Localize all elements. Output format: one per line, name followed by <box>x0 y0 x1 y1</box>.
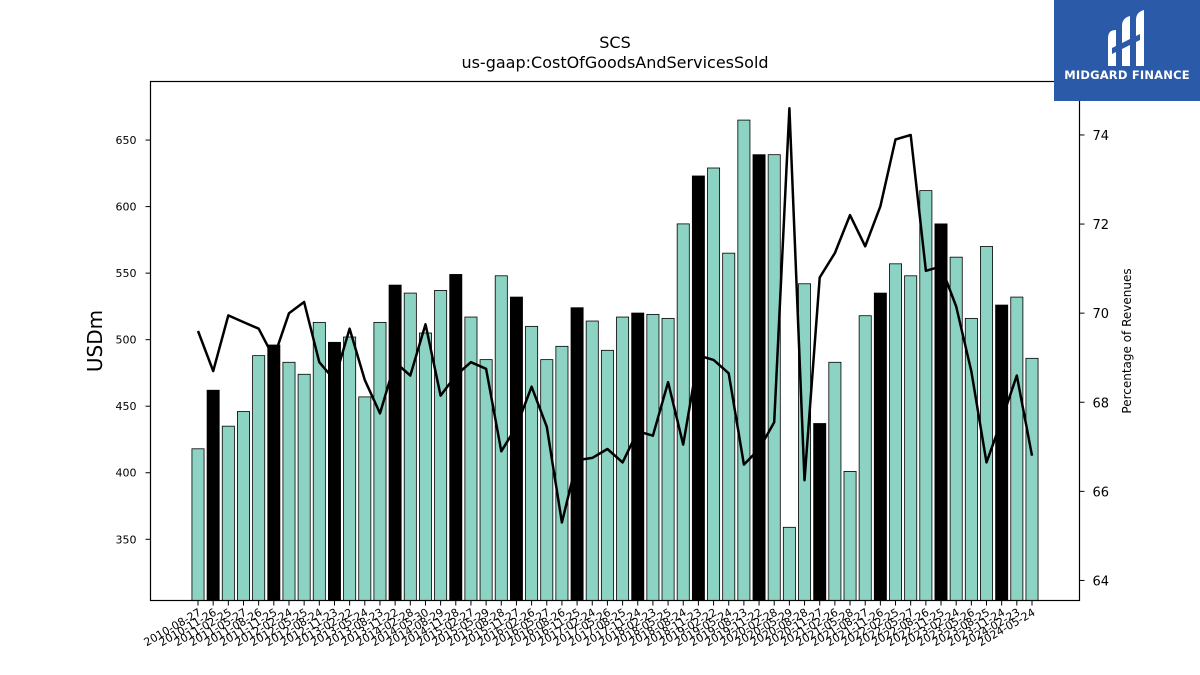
y-axis-right: 64 66 68 70 72 74 <box>1079 129 1110 589</box>
bar-2023-11-24 <box>995 304 1009 601</box>
bar-2014-05-30 <box>418 332 432 601</box>
y-tick-label: 500 <box>116 334 137 347</box>
y2-tick-label: 72 <box>1093 218 1110 233</box>
bar-2016-05-27 <box>540 359 554 601</box>
midgard-logo-icon <box>1108 10 1144 66</box>
y-tick-label: 350 <box>116 533 137 546</box>
bar-2022-08-26 <box>919 190 933 601</box>
bar-2021-11-26 <box>873 292 887 601</box>
y2-tick-label: 70 <box>1093 307 1110 322</box>
brand-logo: MIDGARD FINANCE <box>1054 0 1200 101</box>
brand-name: MIDGARD FINANCE <box>1064 68 1190 82</box>
bar-2017-02-24 <box>585 320 599 601</box>
y2-axis-label: Percentage of Revenues <box>1120 268 1134 413</box>
bar-2020-02-28 <box>767 154 781 601</box>
bar-2019-05-24 <box>722 252 736 601</box>
plot-frame <box>149 80 1081 602</box>
bar-2011-11-25 <box>267 344 281 601</box>
y-axis-left: 350 400 450 500 550 600 650 <box>116 134 151 546</box>
y-tick-label: 600 <box>116 201 137 214</box>
bar-2016-11-25 <box>570 307 584 601</box>
bar-2012-02-24 <box>282 361 296 601</box>
bar-2019-11-22 <box>752 154 766 601</box>
bar-2020-08-28 <box>798 283 812 601</box>
bar-2017-11-24 <box>631 312 645 601</box>
bar-2015-02-27 <box>464 316 478 601</box>
bar-2020-11-27 <box>813 423 827 601</box>
bar-2014-08-29 <box>434 290 448 601</box>
y-tick-label: 400 <box>116 467 137 480</box>
bar-2011-05-27 <box>237 411 250 601</box>
bar-2010-08-27 <box>191 448 205 601</box>
bar-2021-05-28 <box>843 471 857 601</box>
bar-2013-11-22 <box>388 284 402 601</box>
bar-2016-02-26 <box>525 325 539 601</box>
bar-2011-08-26 <box>252 355 266 601</box>
y2-tick-label: 64 <box>1093 574 1110 589</box>
bar-2018-11-23 <box>691 175 705 601</box>
bar-2024-02-23 <box>1010 296 1024 601</box>
bar-2019-02-22 <box>707 167 721 601</box>
y2-tick-label: 66 <box>1093 485 1110 500</box>
percentage-line <box>196 106 1034 524</box>
chart-title: SCS <box>599 33 630 52</box>
y2-tick-label: 68 <box>1093 396 1110 411</box>
bar-2011-02-25 <box>221 425 235 601</box>
bar-2014-11-28 <box>449 274 463 601</box>
bar-2015-08-28 <box>494 275 508 601</box>
y-tick-label: 550 <box>116 267 137 280</box>
y-tick-label: 450 <box>116 400 137 413</box>
bar-2021-02-26 <box>828 361 842 601</box>
bar-2023-05-26 <box>964 317 978 601</box>
bar-2020-05-29 <box>782 526 796 601</box>
bar-2016-08-26 <box>555 345 569 601</box>
bar-2012-05-25 <box>297 373 311 601</box>
x-axis: 2010-08-272010-11-262011-02-252011-05-27… <box>142 600 1038 649</box>
bar-2023-08-25 <box>980 246 993 601</box>
bar-2013-02-22 <box>343 336 357 601</box>
y-axis-label: USDm <box>83 310 107 372</box>
bar-2017-05-26 <box>600 349 614 601</box>
bar-2019-08-23 <box>737 119 751 601</box>
bar-2010-11-26 <box>206 389 220 601</box>
bar-2013-05-24 <box>358 396 372 601</box>
bar-2015-11-27 <box>509 296 523 601</box>
chart-subtitle: us-gaap:CostOfGoodsAndServicesSold <box>461 53 768 72</box>
bar-2014-02-28 <box>403 292 417 601</box>
bar-2024-05-24 <box>1025 357 1039 601</box>
y-tick-label: 650 <box>116 134 137 147</box>
bar-2021-08-27 <box>858 315 872 601</box>
y2-tick-label: 74 <box>1093 129 1110 144</box>
bar-2022-05-27 <box>904 275 918 601</box>
bar-2018-02-23 <box>646 313 660 601</box>
bar-2018-05-25 <box>661 317 675 601</box>
bar-2013-08-23 <box>373 321 387 601</box>
bar-2022-02-25 <box>889 263 902 601</box>
